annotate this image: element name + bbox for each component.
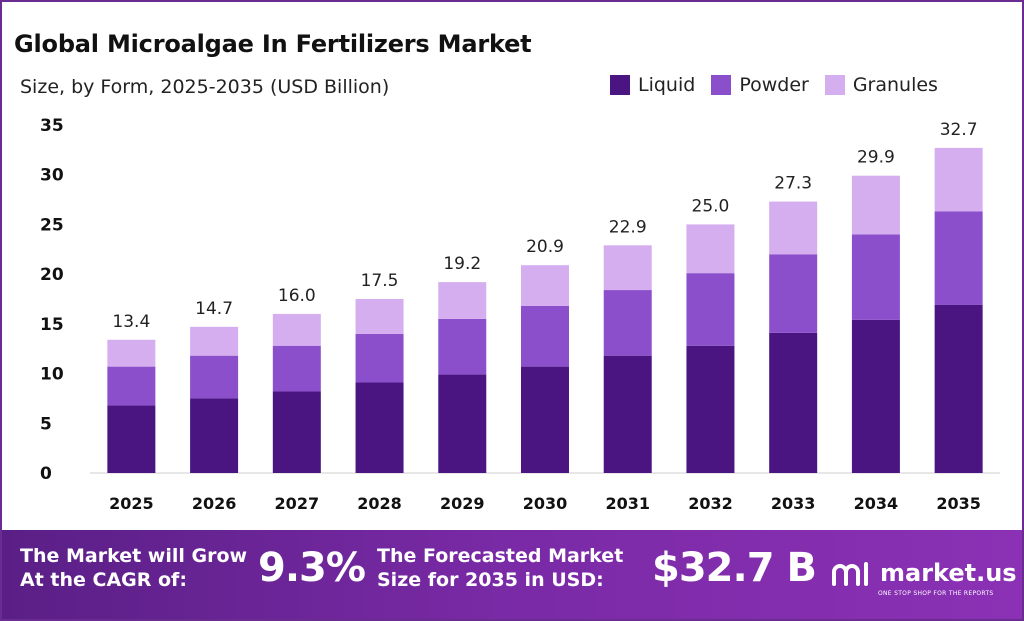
bar-segment-granules	[190, 326, 239, 356]
brand-tagline: ONE STOP SHOP FOR THE REPORTS	[878, 590, 994, 597]
bar-segment-powder	[603, 290, 652, 356]
bar-segment-liquid	[851, 319, 900, 473]
bar-segment-powder	[686, 273, 735, 346]
bar-segment-granules	[603, 245, 652, 291]
cagr-label: The Market will Grow At the CAGR of:	[20, 544, 247, 592]
data-label-total: 17.5	[361, 271, 399, 291]
y-tick-label: 20	[40, 265, 64, 285]
bar-segment-liquid	[272, 391, 321, 473]
bar-segment-liquid	[686, 345, 735, 473]
forecast-value: $32.7 B	[652, 545, 817, 591]
forecast-label: The Forecasted Market Size for 2035 in U…	[377, 544, 623, 592]
bar-segment-powder	[272, 345, 321, 392]
bar-segment-powder	[769, 254, 818, 333]
bar-segment-granules	[355, 299, 404, 334]
data-label-total: 14.7	[195, 299, 233, 319]
data-label-total: 27.3	[774, 174, 812, 194]
cagr-value: 9.3%	[258, 545, 366, 591]
bar-segment-liquid	[934, 304, 983, 473]
x-tick-label: 2033	[771, 494, 816, 513]
bar-segment-liquid	[438, 374, 487, 473]
bar-segment-liquid	[355, 382, 404, 473]
y-tick-label: 0	[40, 464, 52, 484]
x-tick-label: 2027	[275, 494, 320, 513]
bar-segment-powder	[107, 366, 156, 406]
cagr-label-line2: At the CAGR of:	[20, 569, 187, 591]
bar-segment-powder	[521, 305, 569, 367]
bar-segment-liquid	[603, 355, 652, 473]
x-tick-label: 2028	[357, 494, 402, 513]
data-label-total: 22.9	[609, 217, 647, 237]
legend: Liquid Powder Granules	[610, 74, 938, 96]
legend-label-liquid: Liquid	[638, 74, 696, 96]
forecast-label-line2: Size for 2035 in USD:	[377, 569, 604, 591]
bar-segment-powder	[934, 211, 983, 305]
x-tick-label: 2025	[109, 494, 154, 513]
bar-segment-liquid	[521, 366, 569, 473]
bar-segment-powder	[355, 333, 404, 383]
bar-segment-liquid	[769, 332, 818, 473]
data-label-total: 13.4	[112, 312, 150, 332]
market-us-logo-icon	[832, 562, 868, 586]
y-tick-label: 5	[40, 414, 52, 434]
x-tick-label: 2032	[688, 494, 733, 513]
bar-segment-powder	[190, 355, 239, 399]
x-tick-label: 2031	[605, 494, 650, 513]
x-tick-label: 2029	[440, 494, 485, 513]
bar-segment-granules	[686, 224, 735, 274]
y-tick-label: 15	[40, 315, 64, 335]
y-tick-label: 35	[40, 116, 64, 136]
data-label-total: 25.0	[692, 196, 730, 216]
legend-item-powder: Powder	[711, 74, 809, 96]
bar-segment-liquid	[190, 398, 239, 473]
brand-name: market.us	[880, 559, 1017, 587]
data-label-total: 19.2	[443, 254, 481, 274]
legend-item-granules: Granules	[824, 74, 938, 96]
chart-title: Global Microalgae In Fertilizers Market	[14, 30, 532, 58]
bar-segment-granules	[769, 201, 818, 255]
y-tick-label: 10	[40, 365, 64, 385]
bar-segment-granules	[438, 282, 487, 319]
y-tick-label: 25	[40, 215, 64, 235]
data-label-total: 16.0	[278, 286, 316, 306]
data-label-total: 20.9	[526, 237, 564, 257]
brand: market.us	[830, 558, 1017, 588]
data-label-total: 29.9	[857, 148, 895, 168]
x-tick-label: 2034	[854, 494, 899, 513]
footer-banner	[2, 530, 1022, 619]
y-tick-label: 30	[40, 166, 64, 186]
legend-swatch-granules	[824, 75, 845, 95]
bar-segment-granules	[934, 147, 983, 212]
legend-item-liquid: Liquid	[610, 74, 695, 96]
chart-subtitle: Size, by Form, 2025-2035 (USD Billion)	[20, 76, 390, 98]
x-tick-label: 2026	[192, 494, 237, 513]
bar-segment-granules	[107, 339, 156, 367]
x-tick-label: 2030	[523, 494, 568, 513]
legend-label-powder: Powder	[739, 74, 809, 96]
bar-segment-liquid	[107, 405, 156, 473]
data-label-total: 32.7	[940, 120, 978, 140]
bar-segment-powder	[851, 234, 900, 320]
legend-label-granules: Granules	[852, 74, 938, 96]
bar-segment-granules	[521, 265, 569, 306]
bar-segment-powder	[438, 318, 487, 375]
bar-segment-granules	[851, 175, 900, 235]
cagr-label-line1: The Market will Grow	[20, 545, 248, 567]
legend-swatch-powder	[711, 75, 732, 95]
legend-swatch-liquid	[610, 75, 630, 95]
bar-segment-granules	[272, 313, 321, 346]
bar-chart: 0510152025303513.4202514.7202616.0202717…	[40, 116, 1000, 513]
forecast-label-line1: The Forecasted Market	[377, 545, 624, 567]
x-tick-label: 2035	[936, 494, 981, 513]
